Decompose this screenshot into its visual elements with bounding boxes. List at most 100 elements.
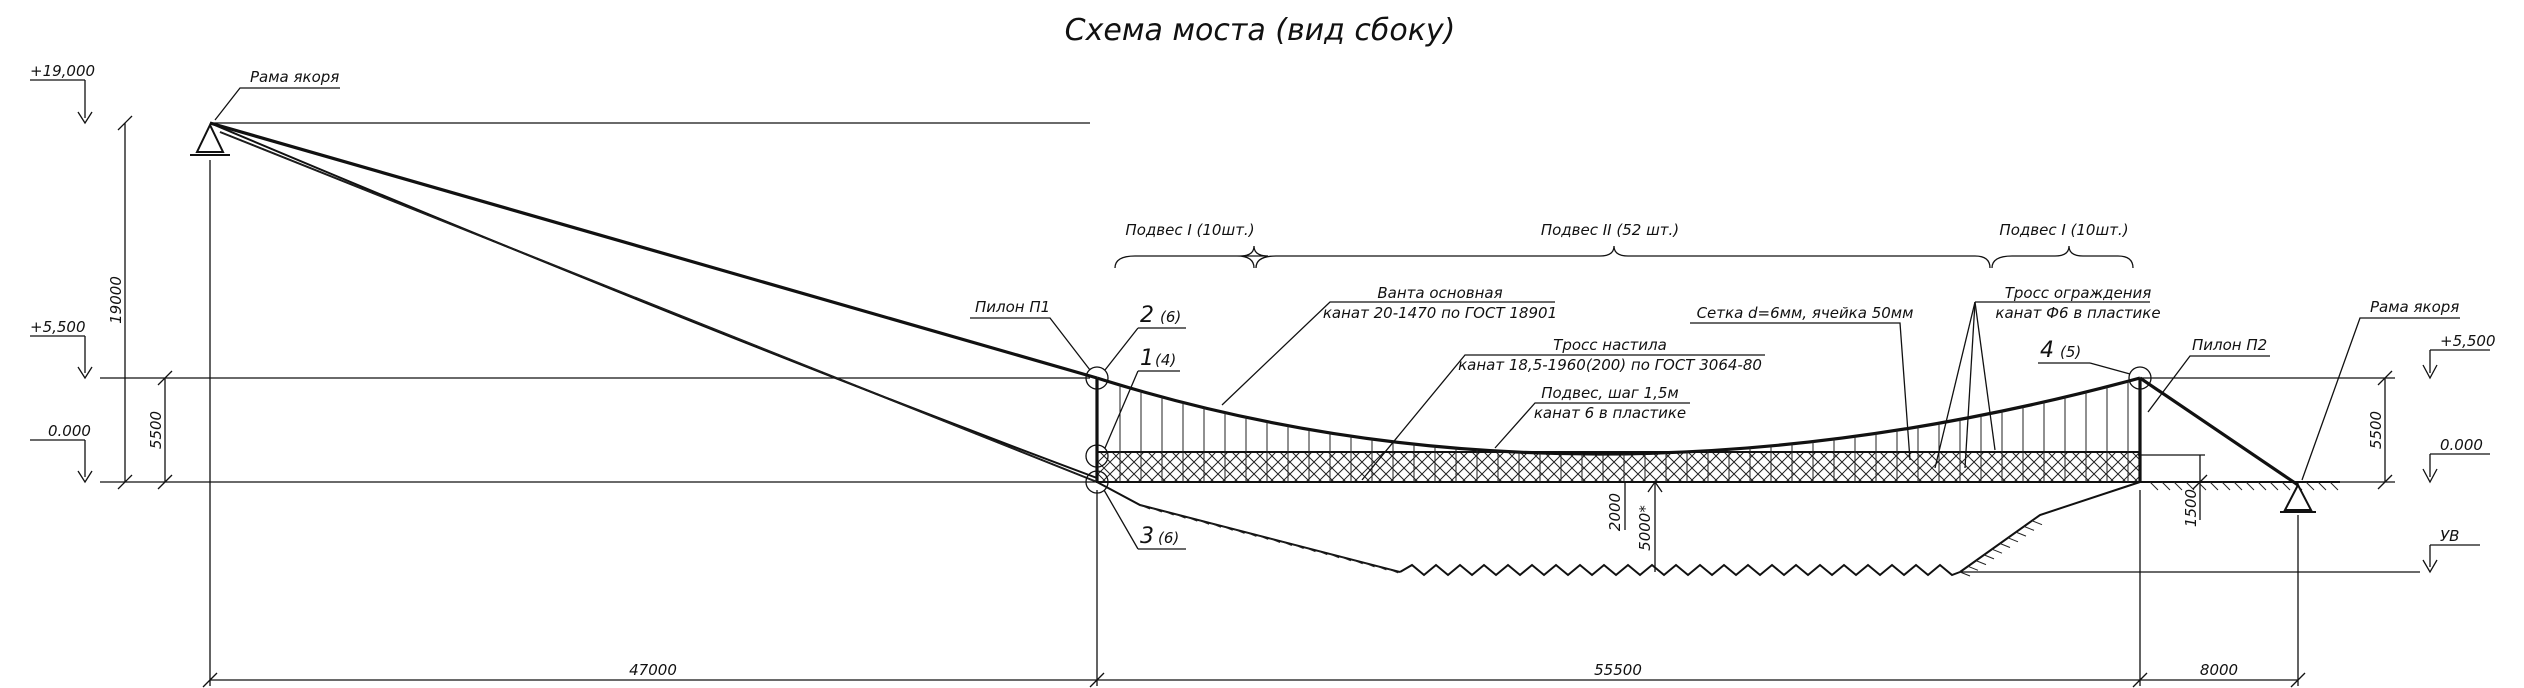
hatch-mark — [2173, 481, 2183, 491]
node-circle-4 — [2128, 366, 2152, 390]
hatch-mark — [987, 437, 998, 443]
hatch-mark — [2317, 481, 2327, 491]
svg-text:(5): (5) — [2060, 343, 2081, 361]
hatch-mark — [2023, 525, 2035, 531]
hatch-mark — [1139, 504, 1151, 510]
hatch-mark — [811, 367, 823, 373]
svg-text:Тросс ограждения: Тросс ограждения — [2005, 284, 2152, 302]
hatch-mark — [504, 245, 516, 251]
hatch-mark — [2161, 481, 2171, 491]
hanger-group-left: Подвес I (10шт.) — [1114, 221, 1269, 269]
hatch-mark — [471, 232, 483, 238]
svg-text:(6): (6) — [1158, 529, 1179, 547]
backstay-cable-left — [209, 121, 1098, 380]
hatch-mark — [1376, 565, 1387, 571]
hatch-mark — [592, 280, 603, 286]
hatch-mark — [1305, 547, 1316, 553]
svg-text:УВ: УВ — [2440, 527, 2459, 545]
hanger-group-right: Подвес I (10шт.) — [1991, 221, 2134, 269]
svg-text:канат Ф6 в пластике: канат Ф6 в пластике — [1995, 304, 2160, 322]
hatch-mark — [2281, 481, 2291, 491]
hatch-mark — [746, 341, 757, 347]
hatch-mark — [548, 262, 560, 268]
hatch-mark — [395, 201, 406, 207]
hatch-mark — [1020, 450, 1031, 456]
hatch-mark — [1234, 528, 1245, 534]
level-marker-water: УВ — [2422, 527, 2480, 574]
svg-text:(4): (4) — [1155, 351, 1176, 369]
hatch-mark — [1074, 472, 1086, 478]
hatch-mark — [932, 415, 943, 421]
svg-text:0.000: 0.000 — [2440, 436, 2483, 454]
level-marker-pylon: +5,500 — [30, 318, 93, 380]
hatch-mark — [767, 350, 779, 356]
hatch-mark — [680, 315, 691, 321]
hatch-mark — [570, 271, 581, 277]
hatch-mark — [537, 258, 549, 264]
svg-text:канат 18,5-1960(200) по ГОСТ 3: канат 18,5-1960(200) по ГОСТ 3064-80 — [1458, 356, 1762, 374]
leader-pylon-p2 — [2147, 355, 2270, 413]
hatch-mark — [1967, 565, 1979, 571]
label-pylon-p2: Пилон П2 — [2192, 336, 2267, 354]
bridge-deck — [1096, 451, 2141, 483]
ground-hatch-left — [219, 131, 1399, 574]
svg-text:1500: 1500 — [2182, 489, 2200, 527]
node-circle-1 — [1085, 444, 1109, 468]
label-anchor-frame-left: Рама якоря — [250, 68, 339, 86]
svg-text:19000: 19000 — [107, 276, 125, 324]
hatch-mark — [1063, 468, 1075, 474]
hatch-mark — [888, 398, 899, 404]
svg-text:+19,000: +19,000 — [30, 62, 95, 80]
node-label-1: 1 (4) — [1104, 346, 1180, 449]
hatch-mark — [800, 363, 812, 369]
hatch-mark — [1163, 510, 1174, 516]
span-label-8000: 8000 — [2200, 661, 2238, 679]
hatch-mark — [976, 433, 987, 439]
hatch-mark — [1042, 459, 1053, 465]
hatch-mark — [910, 407, 921, 413]
hatch-mark — [658, 306, 669, 312]
hatch-mark — [219, 131, 231, 137]
leader-anchor-left — [214, 87, 340, 121]
hatch-mark — [274, 153, 285, 159]
hatch-mark — [2007, 537, 2019, 543]
hatch-mark — [943, 420, 954, 426]
hatch-mark — [460, 227, 472, 233]
hatch-mark — [625, 293, 636, 299]
hatch-mark — [417, 210, 428, 216]
dimension-5000: 5000* — [1636, 480, 1663, 572]
hatch-mark — [691, 319, 702, 325]
svg-text:Подвес I (10шт.): Подвес I (10шт.) — [1999, 221, 2128, 239]
svg-text:5500: 5500 — [147, 411, 165, 449]
hatch-mark — [1151, 507, 1163, 513]
svg-text:Подвес II (52 шт.): Подвес II (52 шт.) — [1541, 221, 1679, 239]
hatch-mark — [406, 205, 417, 211]
hatch-mark — [2015, 531, 2027, 537]
node-label-2: 2 (6) — [1104, 303, 1186, 371]
hatch-mark — [373, 192, 384, 198]
level-marker-deck: 0.000 — [30, 422, 93, 484]
main-suspension-cable — [1096, 376, 2141, 456]
hatch-mark — [1387, 568, 1399, 574]
svg-text:+5,500: +5,500 — [2440, 332, 2496, 350]
hatch-mark — [482, 236, 494, 242]
annotation-deck-cable: Тросс настила канат 18,5-1960(200) по ГО… — [1361, 336, 1765, 481]
svg-text:канат 6 в пластике: канат 6 в пластике — [1534, 404, 1686, 422]
label-anchor-frame-right: Рама якоря — [2370, 298, 2459, 316]
hatch-mark — [1031, 455, 1042, 461]
diagram-title: Схема моста (вид сбоку) — [1065, 13, 1456, 48]
ground-slope-left — [219, 131, 1401, 573]
hatch-mark — [1257, 534, 1269, 540]
right-anchor — [2280, 482, 2316, 513]
left-anchor — [190, 122, 230, 156]
hatch-mark — [230, 135, 242, 141]
hatch-mark — [713, 328, 724, 334]
svg-text:4: 4 — [2040, 338, 2054, 363]
hatch-mark — [1281, 541, 1293, 547]
dimension-1500: 1500 — [2138, 454, 2208, 527]
hatch-mark — [702, 324, 713, 329]
hatch-mark — [2269, 481, 2279, 491]
hatch-mark — [515, 249, 527, 255]
svg-text:2: 2 — [1140, 303, 1154, 328]
hanger-group-mid: Подвес II (52 шт.) — [1255, 221, 1991, 269]
